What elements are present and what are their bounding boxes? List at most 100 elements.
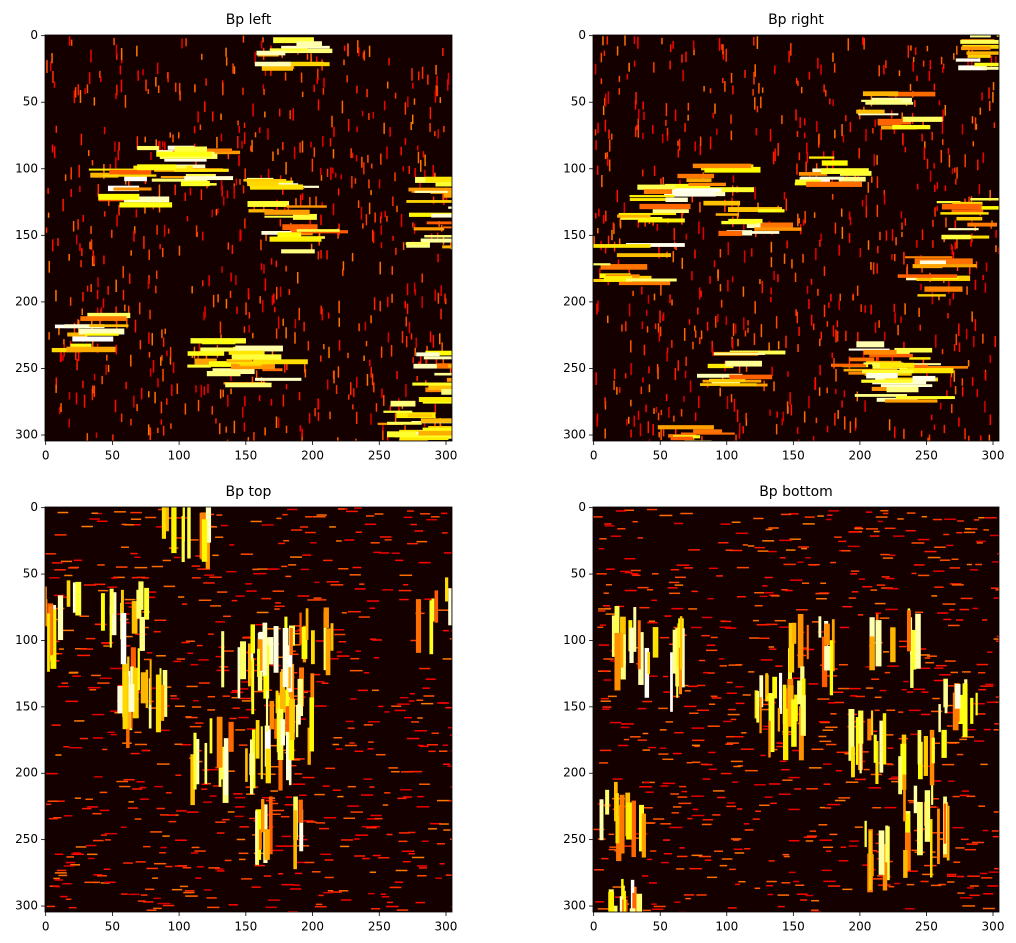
x-tick-label: 200 xyxy=(848,449,871,463)
texture xyxy=(430,822,442,825)
texture xyxy=(47,187,49,194)
texture xyxy=(849,121,852,133)
texture xyxy=(277,148,279,155)
texture xyxy=(681,54,683,63)
texture xyxy=(672,41,674,49)
texture xyxy=(241,406,244,418)
texture xyxy=(800,86,803,94)
texture xyxy=(314,581,320,584)
texture xyxy=(776,411,778,418)
texture xyxy=(73,559,83,562)
texture xyxy=(972,607,978,610)
texture xyxy=(926,655,937,657)
texture xyxy=(800,176,844,180)
texture xyxy=(223,738,229,796)
texture xyxy=(284,804,296,806)
texture xyxy=(395,247,397,255)
texture xyxy=(826,518,832,521)
texture xyxy=(865,687,874,689)
texture xyxy=(783,192,786,200)
texture xyxy=(421,66,424,79)
texture xyxy=(611,229,613,241)
texture xyxy=(975,540,986,543)
texture xyxy=(325,628,331,676)
texture xyxy=(429,107,432,120)
texture xyxy=(597,227,599,234)
texture xyxy=(670,568,680,571)
texture xyxy=(926,45,929,52)
texture xyxy=(952,251,955,261)
texture xyxy=(245,748,248,782)
texture xyxy=(966,843,978,845)
texture xyxy=(912,375,936,382)
texture xyxy=(190,852,199,854)
texture xyxy=(910,366,969,369)
texture xyxy=(155,674,162,733)
texture xyxy=(264,278,267,291)
texture xyxy=(366,515,375,517)
texture xyxy=(762,540,775,542)
texture xyxy=(115,316,118,329)
texture xyxy=(682,69,684,82)
texture xyxy=(270,744,278,747)
texture xyxy=(935,334,937,341)
texture xyxy=(297,704,301,725)
texture xyxy=(802,219,805,226)
texture xyxy=(263,264,265,274)
texture xyxy=(249,739,254,795)
texture xyxy=(652,627,659,658)
texture xyxy=(865,511,872,513)
texture xyxy=(974,740,984,742)
texture xyxy=(797,546,809,548)
texture xyxy=(838,244,840,256)
texture xyxy=(380,346,383,358)
texture xyxy=(684,705,697,708)
texture xyxy=(332,149,335,159)
texture xyxy=(605,613,616,615)
texture xyxy=(434,90,437,103)
texture xyxy=(777,707,780,732)
texture xyxy=(227,153,230,160)
texture xyxy=(686,178,712,183)
texture xyxy=(384,792,391,794)
texture xyxy=(979,107,982,115)
texture xyxy=(423,695,435,697)
texture xyxy=(641,286,643,295)
texture xyxy=(338,890,349,892)
texture xyxy=(951,558,959,561)
texture xyxy=(754,604,763,607)
texture xyxy=(903,341,905,350)
texture xyxy=(145,591,157,593)
texture xyxy=(755,127,758,136)
texture xyxy=(237,136,239,149)
texture xyxy=(187,351,225,356)
texture xyxy=(670,436,693,441)
texture xyxy=(361,110,364,117)
texture xyxy=(418,430,452,436)
texture xyxy=(604,97,606,106)
texture xyxy=(620,723,634,725)
texture xyxy=(161,507,167,539)
texture xyxy=(263,88,265,95)
texture xyxy=(606,315,609,324)
texture xyxy=(981,619,988,621)
texture xyxy=(225,298,228,309)
texture xyxy=(243,122,246,128)
texture xyxy=(804,516,815,518)
texture xyxy=(195,722,204,724)
texture xyxy=(350,382,352,396)
texture xyxy=(971,58,973,69)
texture xyxy=(51,724,61,726)
texture xyxy=(908,709,921,712)
texture xyxy=(942,603,956,605)
texture xyxy=(264,70,267,76)
texture xyxy=(948,780,955,782)
y-tick-label: 200 xyxy=(15,766,38,780)
texture xyxy=(993,638,999,640)
texture xyxy=(282,185,284,195)
texture xyxy=(97,183,100,197)
texture xyxy=(779,557,786,559)
texture xyxy=(405,316,407,327)
texture xyxy=(295,198,297,206)
texture xyxy=(132,788,143,790)
